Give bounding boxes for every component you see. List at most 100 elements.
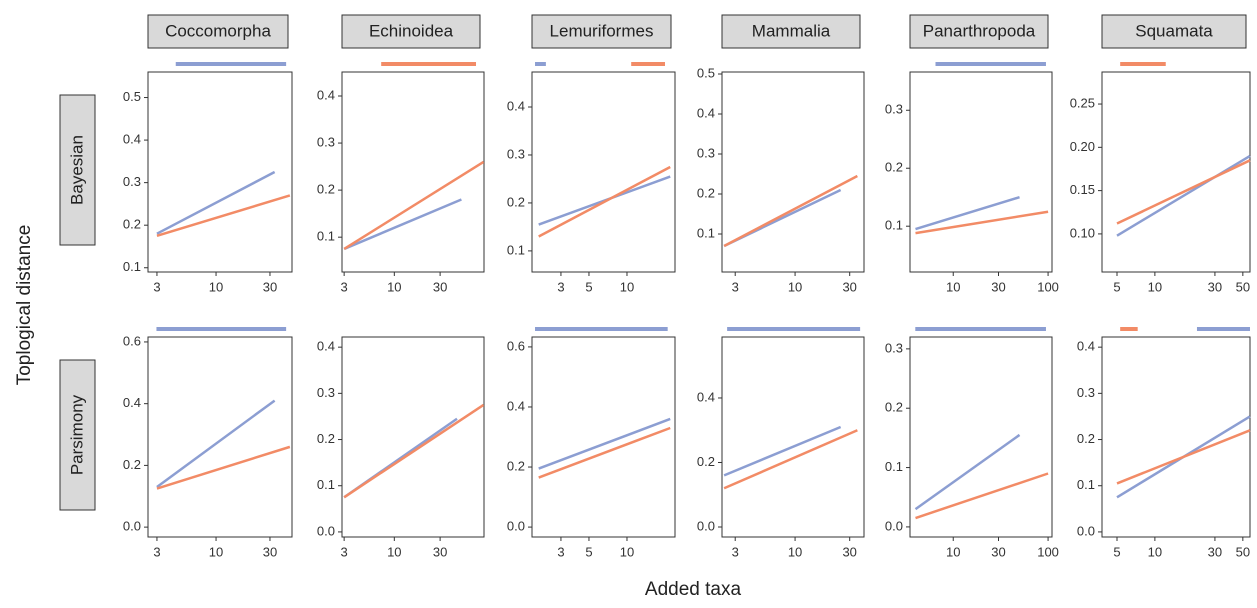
y-tick-label: 0.2 bbox=[317, 182, 335, 197]
y-tick-label: 0.2 bbox=[697, 454, 715, 469]
y-tick-label: 0.2 bbox=[1077, 431, 1095, 446]
x-tick-label: 3 bbox=[341, 544, 348, 559]
y-tick-label: 0.0 bbox=[697, 518, 715, 533]
y-tick-label: 0.1 bbox=[317, 229, 335, 244]
x-tick-label: 5 bbox=[1113, 279, 1120, 294]
x-tick-label: 10 bbox=[788, 279, 802, 294]
y-tick-label: 0.1 bbox=[123, 259, 141, 274]
trend-line bbox=[914, 433, 1021, 511]
trend-line bbox=[343, 160, 485, 251]
facet-strip bbox=[1101, 14, 1247, 49]
x-tick-label: 30 bbox=[842, 279, 856, 294]
trend-line bbox=[723, 425, 842, 477]
y-tick-label: 0.4 bbox=[317, 87, 335, 102]
y-tick-label: 0.1 bbox=[697, 225, 715, 240]
y-tick-label: 0.4 bbox=[123, 395, 141, 410]
trend-line bbox=[723, 429, 858, 490]
y-tick-label: 0.3 bbox=[507, 146, 525, 161]
facet-title: Mammalia bbox=[752, 21, 831, 40]
row-strip bbox=[59, 94, 96, 246]
y-tick-label: 0.1 bbox=[507, 242, 525, 257]
facet-title: Squamata bbox=[1135, 21, 1213, 40]
y-tick-label: 0.2 bbox=[885, 400, 903, 415]
x-tick-label: 100 bbox=[1037, 544, 1059, 559]
facet-title: Coccomorpha bbox=[165, 21, 271, 40]
facet-title: Lemuriformes bbox=[550, 21, 654, 40]
panel bbox=[531, 71, 676, 273]
panel bbox=[531, 336, 676, 538]
y-tick-label: 0.10 bbox=[1070, 225, 1095, 240]
y-tick-label: 0.4 bbox=[123, 132, 141, 147]
y-tick-label: 0.2 bbox=[123, 217, 141, 232]
facet-strip bbox=[531, 14, 672, 49]
y-tick-label: 0.0 bbox=[885, 518, 903, 533]
trend-line bbox=[538, 165, 671, 238]
y-tick-label: 0.0 bbox=[507, 519, 525, 534]
y-tick-label: 0.1 bbox=[1077, 477, 1095, 492]
trend-line bbox=[723, 174, 858, 248]
y-tick-label: 0.2 bbox=[507, 194, 525, 209]
panel bbox=[909, 336, 1053, 538]
y-tick-label: 0.2 bbox=[317, 431, 335, 446]
y-tick-label: 0.4 bbox=[507, 398, 525, 413]
trend-line bbox=[156, 399, 276, 489]
y-tick-label: 0.0 bbox=[317, 523, 335, 538]
x-tick-label: 10 bbox=[946, 279, 960, 294]
trend-line bbox=[156, 170, 276, 235]
x-tick-label: 30 bbox=[1208, 544, 1222, 559]
facet-strip bbox=[147, 14, 289, 49]
y-tick-label: 0.3 bbox=[1077, 385, 1095, 400]
y-tick-label: 0.4 bbox=[697, 105, 715, 120]
y-tick-label: 0.3 bbox=[885, 340, 903, 355]
x-tick-label: 30 bbox=[263, 279, 277, 294]
x-tick-label: 10 bbox=[946, 544, 960, 559]
y-tick-label: 0.2 bbox=[885, 160, 903, 175]
y-tick-label: 0.2 bbox=[507, 458, 525, 473]
y-tick-label: 0.0 bbox=[1077, 523, 1095, 538]
y-tick-label: 0.3 bbox=[123, 174, 141, 189]
x-tick-label: 100 bbox=[1037, 279, 1059, 294]
trend-line bbox=[1116, 159, 1251, 225]
y-tick-label: 0.4 bbox=[507, 98, 525, 113]
y-axis-title: Toplogical distance bbox=[14, 225, 35, 386]
x-tick-label: 10 bbox=[620, 279, 634, 294]
row-title: Parsimony bbox=[67, 394, 86, 475]
x-tick-label: 10 bbox=[620, 544, 634, 559]
facet-strip bbox=[909, 14, 1049, 49]
panel bbox=[721, 71, 865, 273]
y-tick-label: 0.6 bbox=[123, 333, 141, 348]
x-tick-label: 10 bbox=[387, 279, 401, 294]
x-tick-label: 3 bbox=[732, 544, 739, 559]
x-tick-label: 50 bbox=[1236, 279, 1250, 294]
x-tick-label: 5 bbox=[1113, 544, 1120, 559]
y-tick-label: 0.3 bbox=[317, 385, 335, 400]
x-tick-label: 30 bbox=[842, 544, 856, 559]
y-tick-label: 0.4 bbox=[1077, 339, 1095, 354]
x-tick-label: 30 bbox=[1208, 279, 1222, 294]
x-tick-label: 30 bbox=[991, 279, 1005, 294]
y-tick-label: 0.5 bbox=[697, 65, 715, 80]
x-tick-label: 10 bbox=[788, 544, 802, 559]
facet-title: Panarthropoda bbox=[923, 21, 1036, 40]
y-tick-label: 0.2 bbox=[123, 457, 141, 472]
row-title: Bayesian bbox=[67, 135, 86, 205]
y-tick-label: 0.25 bbox=[1070, 95, 1095, 110]
y-tick-label: 0.2 bbox=[697, 185, 715, 200]
trend-line bbox=[1116, 429, 1251, 485]
y-tick-label: 0.20 bbox=[1070, 139, 1095, 154]
x-tick-label: 5 bbox=[585, 279, 592, 294]
panel bbox=[147, 336, 293, 538]
trend-line bbox=[343, 198, 462, 251]
y-tick-label: 0.3 bbox=[697, 145, 715, 160]
x-tick-label: 3 bbox=[732, 279, 739, 294]
x-tick-label: 3 bbox=[557, 279, 564, 294]
facet-strip bbox=[341, 14, 481, 49]
x-tick-label: 10 bbox=[209, 279, 223, 294]
y-tick-label: 0.4 bbox=[697, 389, 715, 404]
trend-line bbox=[156, 194, 291, 238]
y-tick-label: 0.6 bbox=[507, 338, 525, 353]
x-tick-label: 50 bbox=[1236, 544, 1250, 559]
y-tick-label: 0.0 bbox=[123, 519, 141, 534]
x-tick-label: 10 bbox=[1148, 544, 1162, 559]
y-tick-label: 0.1 bbox=[317, 477, 335, 492]
